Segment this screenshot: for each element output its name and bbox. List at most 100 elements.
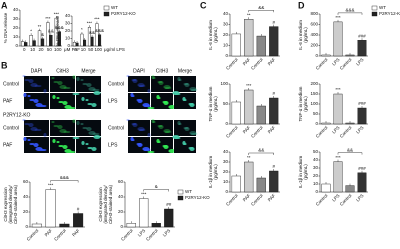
x-axis-label: μg/ml LPS <box>104 47 125 52</box>
y-axis-label: IL-1β in medium <box>298 156 303 189</box>
cell-stain <box>177 77 181 81</box>
bar <box>333 21 343 57</box>
x-tick-label: Control <box>250 193 264 207</box>
significance-label: ** <box>38 24 42 29</box>
cell-stain <box>158 81 164 85</box>
legend-label: P2RY12-KO <box>185 195 210 200</box>
cell-stain <box>131 123 137 125</box>
cell-stain <box>130 137 134 141</box>
x-tick-label: PAF <box>242 193 252 203</box>
cell-stain <box>151 119 155 123</box>
y-tick-label: 40 <box>313 157 319 162</box>
cell-stain <box>58 145 64 147</box>
y-axis-label: CitH3-stained area) <box>13 184 18 224</box>
panel-letter: A <box>1 0 8 10</box>
y-axis-label: % DNA release <box>3 12 8 43</box>
cell-stain <box>93 91 101 95</box>
cell-stain <box>53 125 59 127</box>
y-axis-label: IL-6 in medium <box>208 20 213 50</box>
cell-stain <box>130 93 134 97</box>
legend-label: WT <box>379 5 386 10</box>
cell-stain <box>30 127 38 131</box>
x-tick-label: PAF <box>71 228 81 238</box>
panel-letter: B <box>1 60 8 70</box>
y-tick-label: 200 <box>310 43 318 48</box>
x-tick-label: LPS <box>355 57 365 67</box>
significance-label: &&& <box>55 25 64 30</box>
y-tick-label: 60 <box>118 179 124 184</box>
bar <box>151 223 161 228</box>
cell-stain <box>28 79 34 83</box>
bar <box>269 170 279 193</box>
y-axis-label: (pg/mL) <box>213 164 218 180</box>
row-label: Control <box>108 125 124 131</box>
y-tick-label: 20 <box>118 209 124 214</box>
y-tick-label: 20 <box>223 169 229 174</box>
significance-label: ### <box>358 166 366 171</box>
row-label: PAF <box>3 98 12 104</box>
y-axis-label: (pg/mL) <box>303 96 308 112</box>
micrograph <box>76 76 101 92</box>
legend-label: WT <box>111 5 118 10</box>
x-tick-label: Control <box>250 125 264 139</box>
y-tick-label: 20 <box>313 173 319 178</box>
y-tick-label: 10 <box>65 36 71 41</box>
cell-stain <box>188 147 194 149</box>
x-tick-label: PAF <box>267 193 277 203</box>
cell-stain <box>147 151 155 153</box>
cell-stain <box>76 121 80 125</box>
x-tick-label: Control <box>145 228 159 242</box>
bar <box>164 208 174 228</box>
cell-stain <box>57 125 63 129</box>
legend-swatch <box>371 11 378 17</box>
row-label: Control <box>108 81 124 87</box>
y-axis-label: IL-6 in medium <box>298 20 303 50</box>
y-tick-label: 20 <box>65 28 71 33</box>
bracket <box>337 12 363 15</box>
y-axis-label: CitH3 expression <box>3 187 8 222</box>
micrograph <box>128 120 150 136</box>
bar <box>49 35 53 47</box>
y-tick-label: 20 <box>23 209 29 214</box>
cell-stain <box>183 127 189 129</box>
y-tick-label: 0 <box>120 224 123 229</box>
bar <box>256 105 266 125</box>
cell-stain <box>62 101 68 105</box>
x-tick-label: Control <box>339 57 353 71</box>
cell-stain <box>34 85 42 87</box>
cell-stain <box>63 131 71 133</box>
y-tick-label: 20 <box>13 25 19 30</box>
bar <box>269 97 279 125</box>
y-tick-label: 0 <box>315 189 318 194</box>
cell-stain <box>82 83 88 85</box>
bar <box>21 41 25 47</box>
cell-stain <box>147 89 151 93</box>
cell-stain <box>184 83 190 87</box>
bar <box>321 54 331 57</box>
y-axis-label: (integrated density/ <box>103 185 108 224</box>
y-tick-label: 0 <box>225 53 228 58</box>
y-tick-label: 10 <box>313 181 319 186</box>
y-axis-label: (pg/mL) <box>213 96 218 112</box>
x-tick-label: 0 <box>74 47 77 52</box>
cell-stain <box>190 89 198 91</box>
bracket-label: & <box>155 184 158 189</box>
y-tick-label: 40 <box>223 149 229 154</box>
bar <box>32 40 36 47</box>
row-label: LPS <box>108 98 118 104</box>
x-tick-label: LPS <box>331 125 341 135</box>
cell-stain <box>152 77 156 79</box>
x-tick-label: 0 <box>23 47 26 52</box>
bracket-label: && <box>258 148 264 153</box>
significance-label: # <box>77 207 80 212</box>
cell-stain <box>147 107 155 109</box>
significance-label: & <box>41 32 44 37</box>
bracket <box>248 152 274 155</box>
cell-stain <box>156 95 160 99</box>
significance-label: * <box>30 28 32 33</box>
x-tick-label: Control <box>26 228 40 242</box>
bar <box>83 39 87 47</box>
cell-stain <box>85 99 89 101</box>
column-header: Merge <box>81 68 95 74</box>
bar <box>80 33 84 47</box>
